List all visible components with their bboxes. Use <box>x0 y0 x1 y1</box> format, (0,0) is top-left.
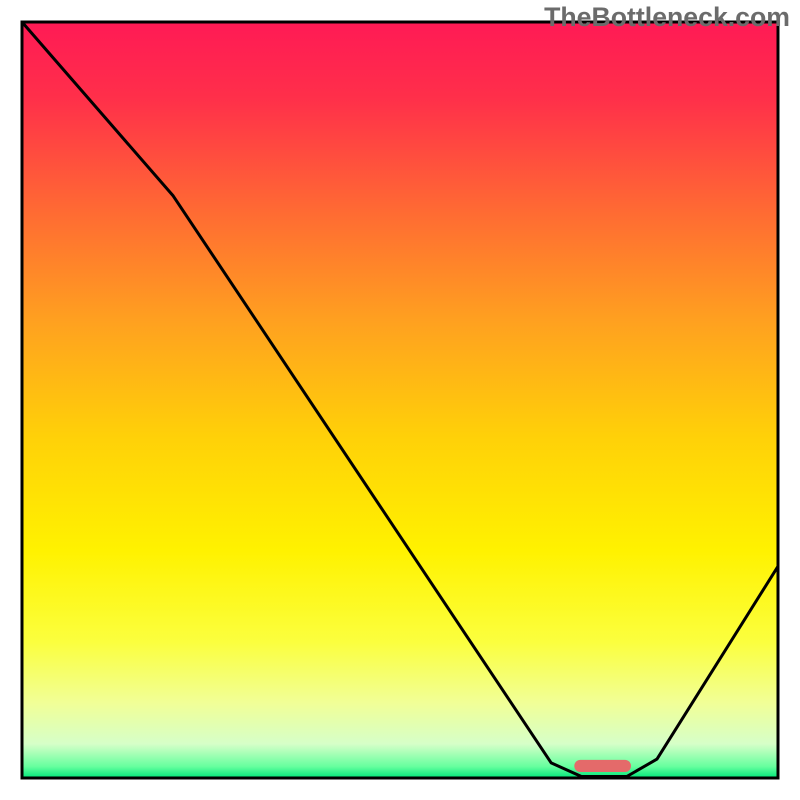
figure-container: TheBottleneck.com <box>0 0 800 800</box>
watermark-text: TheBottleneck.com <box>544 2 790 33</box>
gradient-background <box>22 22 778 778</box>
bottleneck-curve-chart <box>0 0 800 800</box>
optimal-range-marker <box>574 760 631 772</box>
